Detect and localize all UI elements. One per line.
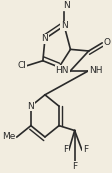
Text: HN: HN bbox=[55, 66, 69, 75]
Text: Me: Me bbox=[2, 133, 16, 142]
Text: N: N bbox=[42, 34, 48, 43]
Text: N: N bbox=[63, 1, 70, 10]
Text: Cl: Cl bbox=[17, 61, 26, 70]
Text: F: F bbox=[72, 162, 77, 171]
Text: N: N bbox=[61, 21, 68, 30]
Text: F: F bbox=[83, 145, 88, 154]
Text: N: N bbox=[28, 102, 34, 111]
Text: NH: NH bbox=[89, 66, 102, 75]
Text: O: O bbox=[103, 38, 110, 47]
Text: F: F bbox=[63, 145, 68, 154]
